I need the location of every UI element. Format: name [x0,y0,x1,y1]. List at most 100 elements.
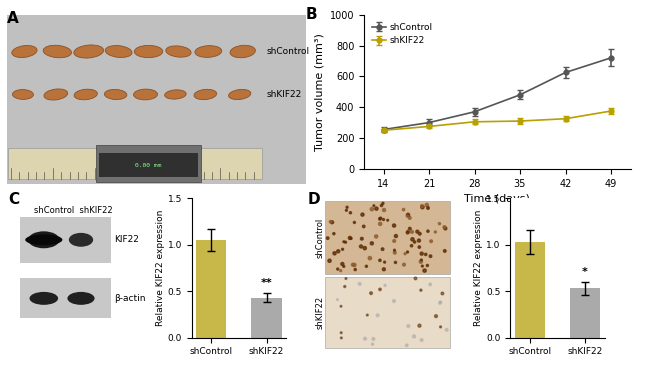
Ellipse shape [28,231,60,248]
Ellipse shape [105,46,132,58]
Point [380,282,390,288]
Point [360,336,370,342]
Point [422,202,432,208]
Point [330,250,340,256]
Point [422,205,433,211]
Point [336,303,346,309]
Point [421,251,431,257]
Point [358,212,368,218]
Ellipse shape [134,89,157,100]
Y-axis label: Tumor volume (mm³): Tumor volume (mm³) [314,33,324,151]
Point [369,203,379,208]
Point [416,257,426,263]
Point [403,323,413,329]
Point [335,268,346,274]
Y-axis label: Relative KIF22 expression: Relative KIF22 expression [474,210,484,326]
Point [389,247,400,253]
Point [362,312,372,318]
Legend: shControl, shKIF22: shControl, shKIF22 [369,19,436,49]
Text: shControl: shControl [315,218,324,258]
Point [417,203,427,209]
Point [398,262,409,268]
Point [361,264,372,269]
Point [408,236,418,242]
Point [403,229,413,235]
Point [409,334,419,339]
Point [375,287,385,292]
Bar [252,298,281,338]
Point [348,262,358,268]
Point [327,219,337,225]
Point [402,342,412,348]
Point [389,298,399,304]
Ellipse shape [43,45,72,58]
Point [415,259,426,265]
Point [374,257,385,263]
Text: A: A [6,11,18,26]
Point [379,207,389,213]
Point [434,221,445,226]
Point [378,200,388,206]
Point [402,249,413,255]
Point [436,299,446,305]
Text: *: * [582,267,588,277]
Point [417,251,427,257]
Point [329,231,339,237]
Point [425,253,436,259]
Point [359,224,369,229]
Point [379,266,389,272]
Point [365,255,375,261]
Point [371,233,382,239]
Bar [515,242,545,338]
Text: shKIF22: shKIF22 [315,296,324,329]
Point [341,239,351,245]
Point [341,276,351,281]
Point [357,236,367,241]
Y-axis label: Relative KIF22 expression: Relative KIF22 expression [156,210,165,326]
Text: shControl  shKIF22: shControl shKIF22 [34,206,112,215]
Point [337,246,348,252]
Point [410,276,421,281]
Point [389,238,399,244]
Ellipse shape [25,235,62,245]
Point [417,263,428,269]
Ellipse shape [69,233,93,247]
Ellipse shape [230,45,255,58]
Point [441,327,452,333]
Text: D: D [308,192,320,207]
Point [367,341,378,347]
Ellipse shape [105,90,127,99]
Point [404,226,415,232]
X-axis label: Time (days): Time (days) [464,194,530,204]
Text: C: C [8,192,20,207]
Point [430,229,441,235]
Point [422,262,433,268]
Ellipse shape [68,292,95,305]
Point [431,313,441,319]
Point [380,259,390,265]
Point [378,217,389,222]
Point [410,239,420,245]
Point [382,217,393,223]
Point [324,258,335,264]
Point [322,235,333,241]
Point [404,215,415,221]
Text: 0.00 mm: 0.00 mm [135,163,162,168]
Point [374,216,385,222]
Point [326,219,336,225]
Ellipse shape [164,90,186,99]
Point [400,251,410,257]
Bar [8,148,262,179]
Point [339,264,349,269]
Point [371,206,382,211]
Point [339,284,350,290]
Ellipse shape [166,46,191,57]
Ellipse shape [74,45,103,58]
Point [349,219,359,225]
Point [403,212,413,218]
Text: β-actin: β-actin [114,294,146,303]
Point [389,223,399,229]
Point [426,238,436,244]
Point [390,259,400,265]
Point [437,291,448,297]
